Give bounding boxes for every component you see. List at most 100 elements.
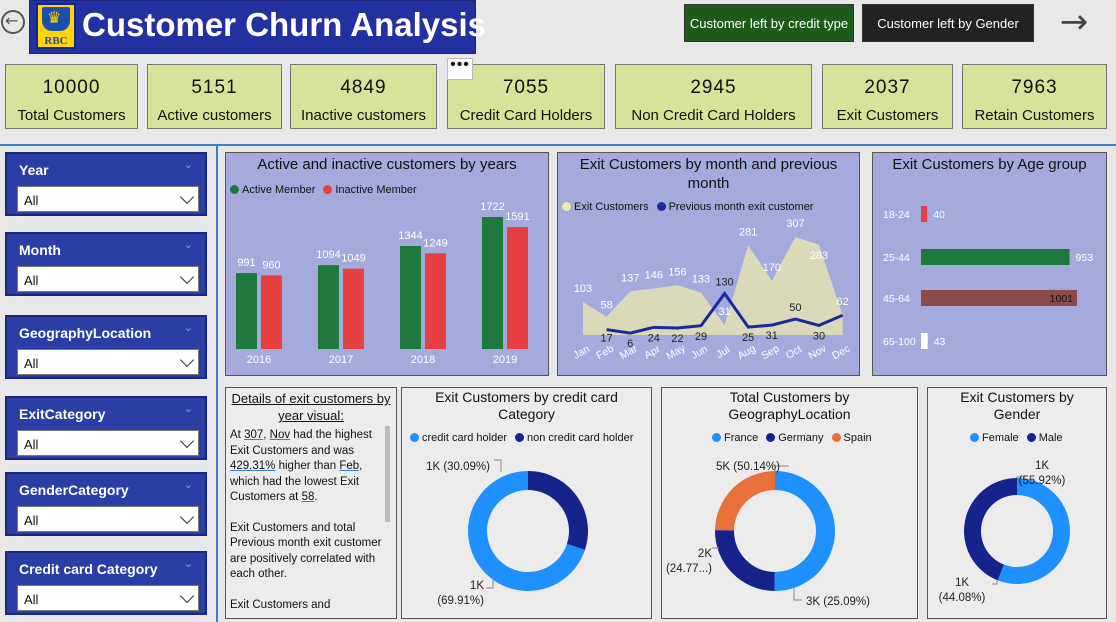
chart-title: Exit Customers by Gender (960, 389, 1074, 422)
chart-title: Active and inactive customers by years (257, 156, 517, 173)
kpi-retain-customers: 7963 Retain Customers (962, 64, 1107, 129)
leader-line (494, 459, 502, 472)
year-dropdown[interactable]: All (17, 186, 199, 212)
kpi-label: Total Customers (17, 107, 126, 124)
data-label: 281 (739, 226, 757, 238)
kpi-value: 10000 (42, 77, 101, 98)
kpi-label: Retain Customers (974, 107, 1095, 124)
kpi-value: 2945 (690, 77, 737, 98)
legend-item-previous[interactable]: Previous month exit customer (656, 201, 813, 213)
chevron-down-icon[interactable]: ⌄ (183, 238, 193, 251)
legend-item-spain[interactable]: Spain (831, 432, 872, 444)
geography-dropdown[interactable]: All (17, 349, 199, 375)
x-tick-label: Oct (784, 343, 804, 362)
chart-legend: Active Member Inactive Member (230, 184, 417, 196)
chevron-down-icon[interactable]: ⌄ (183, 158, 193, 171)
exit-category-dropdown[interactable]: All (17, 430, 199, 456)
donut-slice (468, 471, 585, 591)
legend-item-exit[interactable]: Exit Customers (562, 201, 649, 213)
bar (425, 253, 446, 349)
kpi-label: Non Credit Card Holders (631, 107, 796, 124)
gender-donut-chart[interactable]: 1K (55.92%) 1K (44.08%) (928, 388, 1106, 618)
bar (236, 273, 257, 349)
x-tick-label: 2018 (411, 354, 435, 366)
data-label: 29 (695, 331, 707, 343)
chevron-down-icon[interactable]: ⌄ (183, 478, 193, 491)
leader-line (1016, 476, 1025, 478)
customer-left-by-credit-type-button[interactable]: Customer left by credit type (684, 4, 854, 42)
chevron-down-icon[interactable]: ⌄ (183, 321, 193, 334)
data-label: 1049 (341, 253, 365, 265)
kpi-value: 7055 (502, 77, 550, 98)
details-paragraph: Exit Customers and total Previous month … (230, 521, 382, 581)
credit-card-category-dropdown[interactable]: All (17, 585, 199, 611)
chart-legend: Female Male (970, 432, 1063, 444)
slicer-gender-category: GenderCategory ⌄ All (5, 472, 207, 536)
legend-item-active[interactable]: Active Member (230, 184, 315, 196)
chevron-down-icon (179, 433, 195, 449)
chart-legend: Exit Customers Previous month exit custo… (562, 201, 813, 213)
back-button[interactable] (1, 10, 25, 34)
data-label: 953 (1076, 252, 1094, 264)
data-label: 133 (692, 274, 710, 286)
slicer-year: Year ⌄ All (5, 152, 207, 216)
legend-item-credit-holder[interactable]: credit card holder (410, 432, 507, 444)
kpi-value: 7963 (1011, 77, 1058, 98)
month-dropdown[interactable]: All (17, 266, 199, 292)
gender-category-dropdown[interactable]: All (17, 506, 199, 532)
x-tick-label: Jul (714, 344, 732, 361)
next-page-arrow-icon[interactable]: → (1059, 2, 1089, 42)
y-tick-label: 65-100 (883, 336, 916, 348)
data-label: 1001 (1050, 293, 1074, 305)
exit-by-month-area-chart[interactable]: 103 58 137 146 156 133 31 281 170 307 283 62 17 6 24 22… (558, 153, 859, 375)
legend-item-non-credit-holder[interactable]: non credit card holder (515, 432, 633, 444)
chart-title: Exit Customers by month and previous mon… (579, 156, 838, 192)
data-label: 1094 (316, 249, 340, 261)
x-tick-label: Aug (736, 342, 758, 362)
geography-donut-chart[interactable]: 5K (50.14%) 3K (25.09%) 2K (24.77...) (662, 388, 917, 618)
data-label: 58 (600, 300, 612, 312)
legend-item-germany[interactable]: Germany (766, 432, 824, 444)
legend-item-male[interactable]: Male (1026, 432, 1063, 444)
leader-line (793, 587, 802, 601)
chevron-down-icon (179, 509, 195, 525)
geography-donut-panel: Total Customers by GeographyLocation Fra… (661, 387, 918, 619)
scrollbar[interactable] (385, 426, 390, 522)
chevron-down-icon[interactable]: ⌄ (183, 557, 193, 570)
legend-item-female[interactable]: Female (970, 432, 1019, 444)
donut-slice (527, 471, 588, 550)
bar (921, 249, 1070, 265)
chevron-down-icon[interactable]: ⌄ (183, 402, 193, 415)
more-options-icon[interactable]: ••• (447, 57, 473, 80)
data-label: 25 (742, 332, 754, 344)
donut-slice (715, 530, 775, 591)
x-tick-label: Nov (806, 342, 829, 362)
bar (507, 227, 528, 349)
x-tick-label: 2017 (329, 354, 353, 366)
data-label: 156 (668, 266, 686, 278)
data-label: (44.08%) (939, 592, 986, 604)
exit-by-age-chart-panel: Exit Customers by Age group 18-24 40 25-44… (872, 152, 1107, 376)
legend-item-france[interactable]: France (712, 432, 758, 444)
legend-item-inactive[interactable]: Inactive Member (323, 184, 417, 196)
data-label: 1K (30.09%) (426, 461, 490, 473)
kpi-credit-card-holders: 7055 Credit Card Holders (447, 64, 605, 129)
kpi-label: Exit Customers (836, 107, 939, 124)
details-paragraph: Exit Customers and (230, 598, 331, 611)
data-label: 5K (50.14%) (716, 461, 780, 473)
kpi-non-credit-card-holders: 2945 Non Credit Card Holders (615, 64, 812, 129)
credit-card-donut-chart[interactable]: 1K (30.09%) 1K (69.91%) (402, 388, 651, 618)
slicer-title: ExitCategory (19, 406, 106, 422)
exit-by-age-bar-chart[interactable]: 18-24 40 25-44 953 45-64 1001 65-100 43 (873, 153, 1106, 375)
shield-icon (42, 7, 70, 31)
kpi-value: 5151 (191, 77, 238, 98)
data-label: 307 (786, 218, 804, 230)
slicer-title: GenderCategory (19, 482, 129, 498)
data-label: 30 (813, 330, 825, 342)
data-label: 40 (933, 209, 945, 221)
customer-left-by-gender-button[interactable]: Customer left by Gender (862, 4, 1034, 42)
details-paragraph: At 307, Nov had the highest Exit Custome… (230, 429, 372, 503)
dropdown-value: All (24, 193, 39, 208)
dropdown-value: All (24, 356, 39, 371)
